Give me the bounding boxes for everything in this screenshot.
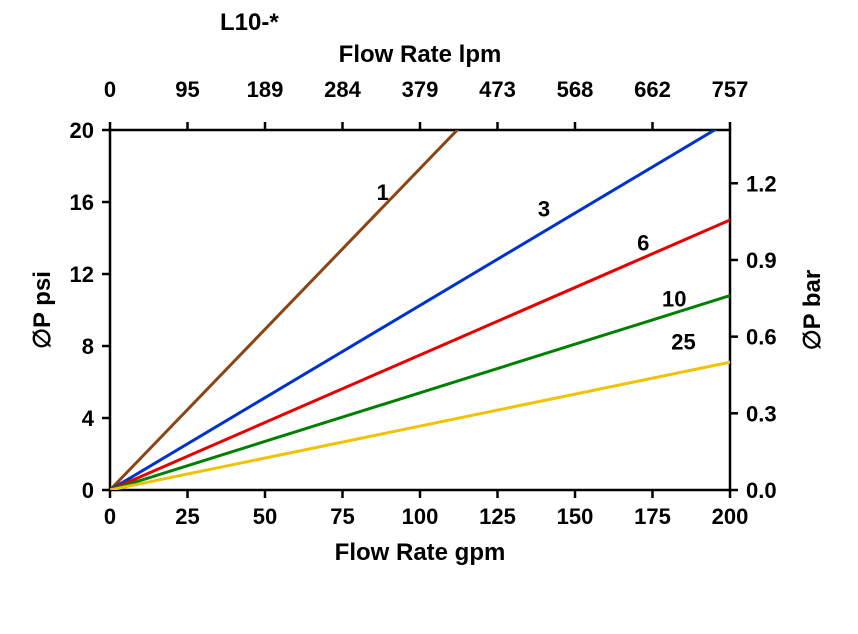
- x-bottom-tick-label: 125: [479, 504, 516, 529]
- x-top-tick-label: 662: [634, 77, 671, 102]
- y-left-tick-label: 0: [82, 478, 94, 503]
- x-top-tick-label: 0: [104, 77, 116, 102]
- pressure-flow-chart: L10-* Flow Rate lpm 0 95 189 284 379 473 568 662 7…: [0, 0, 858, 634]
- y-right-tick-label: 0.0: [746, 478, 777, 503]
- chart-container: L10-* Flow Rate lpm 0 95 189 284 379 473 568 662 7…: [0, 0, 858, 634]
- x-bottom-tick-label: 150: [557, 504, 594, 529]
- y-left-tick-label: 20: [70, 118, 94, 143]
- x-top-tick-label: 568: [557, 77, 594, 102]
- x-bottom-axis-title: Flow Rate gpm: [335, 539, 506, 566]
- y-left-tick-label: 4: [82, 406, 95, 431]
- y-left-tick-label: 8: [82, 334, 94, 359]
- y-right-tick-label: 0.9: [746, 248, 777, 273]
- x-bottom-tick-label: 25: [175, 504, 199, 529]
- x-top-axis-title: Flow Rate lpm: [339, 41, 502, 68]
- series-line-10: [110, 101, 858, 490]
- x-bottom-tick-label: 175: [634, 504, 671, 529]
- series-label-1: 1: [377, 180, 389, 205]
- x-bottom-tick-label: 50: [253, 504, 277, 529]
- x-bottom-tick-label: 0: [104, 504, 116, 529]
- series-label-6: 6: [637, 231, 649, 256]
- x-top-tick-label: 757: [712, 77, 749, 102]
- x-top-tick-label: 189: [247, 77, 284, 102]
- y-left-tick-label: 12: [70, 262, 94, 287]
- x-bottom-tick-label: 100: [402, 504, 439, 529]
- y-right-axis-title: ∅P bar: [799, 270, 826, 351]
- series-label-10: 10: [662, 286, 686, 311]
- x-top-tick-label: 95: [175, 77, 199, 102]
- y-right-tick-label: 1.2: [746, 171, 777, 196]
- x-top-tick-label: 473: [479, 77, 516, 102]
- chart-title: L10-*: [220, 9, 279, 36]
- x-top-tick-label: 284: [324, 77, 361, 102]
- x-top-tick-label: 379: [402, 77, 439, 102]
- y-right-tick-label: 0.6: [746, 325, 777, 350]
- x-bottom-tick-label: 200: [712, 504, 749, 529]
- y-left-axis-title: ∅P psi: [29, 271, 56, 349]
- series-label-25: 25: [671, 330, 695, 355]
- x-bottom-tick-label: 75: [330, 504, 354, 529]
- y-left-tick-label: 16: [70, 190, 94, 215]
- series-line-1: [110, 0, 804, 490]
- y-right-tick-label: 0.3: [746, 401, 777, 426]
- series-label-3: 3: [538, 196, 550, 221]
